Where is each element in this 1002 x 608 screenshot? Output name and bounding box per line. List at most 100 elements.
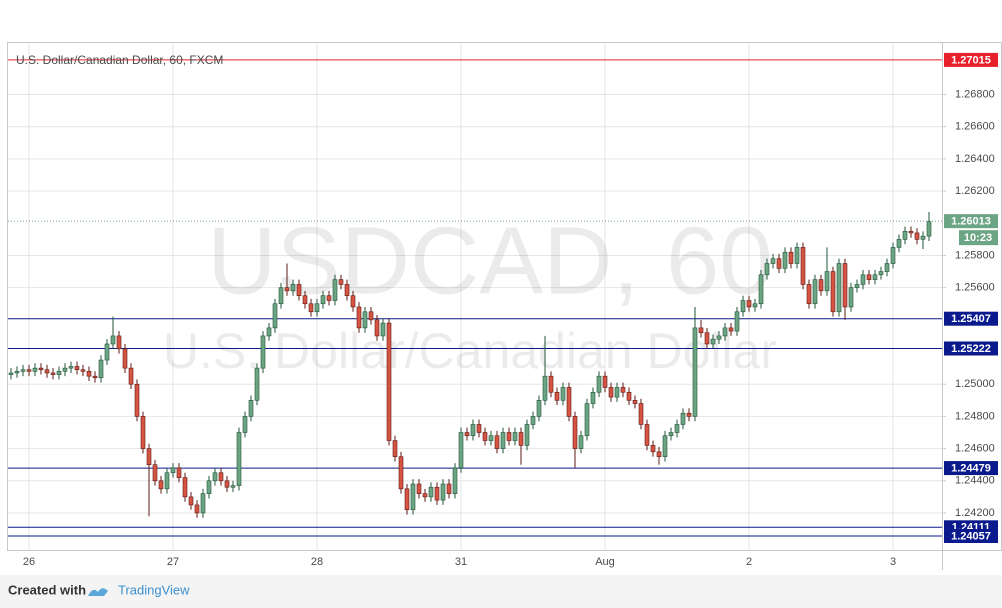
watermark: USDCAD, 60: [207, 207, 773, 314]
candle-body: [158, 480, 164, 490]
level-label: 1.25222: [951, 343, 991, 355]
candle-body: [560, 387, 566, 401]
candle-body: [140, 416, 146, 449]
candle-body: [116, 335, 122, 350]
candle-body: [530, 416, 536, 425]
candle-body: [20, 369, 26, 372]
candle-body: [812, 279, 818, 305]
candle-body: [686, 412, 692, 417]
candle-body: [350, 295, 356, 308]
candle-body: [440, 483, 446, 501]
candle-body: [260, 335, 266, 369]
level-label-box: [944, 341, 998, 356]
candle-body: [194, 504, 200, 514]
candle-body: [128, 367, 134, 385]
candle-body: [632, 400, 638, 404]
candle-body: [434, 486, 440, 501]
candle-body: [428, 486, 434, 498]
candle-body: [536, 400, 542, 417]
candle-body: [752, 303, 758, 308]
y-tick-label: 1.25800: [955, 249, 995, 261]
candle-body: [8, 372, 14, 375]
level-label: 1.25407: [951, 313, 991, 325]
candle-body: [98, 359, 104, 379]
candle-body: [728, 327, 734, 332]
last-price-label: 1.26013: [951, 216, 991, 228]
candle-body: [902, 231, 908, 240]
candle-body: [470, 424, 476, 437]
candle-body: [248, 400, 254, 417]
candle-body: [704, 332, 710, 345]
candle-body: [788, 251, 794, 264]
candle-body: [782, 251, 788, 269]
candle-body: [296, 284, 302, 296]
candle-body: [698, 327, 704, 334]
candle-body: [656, 451, 662, 457]
candle-body: [908, 231, 914, 234]
candle-body: [800, 247, 806, 285]
footer-brand[interactable]: TradingView: [118, 582, 190, 597]
candle-body: [830, 271, 836, 313]
candle-body: [506, 432, 512, 441]
candle-body: [866, 274, 872, 280]
candle-body: [590, 391, 596, 404]
candle-body: [182, 477, 188, 498]
candle-body: [758, 274, 764, 305]
y-tick-label: 1.26600: [955, 121, 995, 133]
countdown: 10:23: [964, 232, 992, 244]
candle-body: [668, 432, 674, 437]
candle-body: [50, 372, 56, 375]
candle-body: [38, 367, 44, 371]
candle-body: [458, 432, 464, 469]
candle-body: [650, 445, 656, 453]
candle-body: [14, 371, 20, 374]
candle-body: [62, 367, 68, 372]
candle-body: [200, 493, 206, 514]
candle-body: [416, 483, 422, 494]
candle-body: [446, 483, 452, 494]
candle-body: [620, 387, 626, 393]
candle-body: [134, 383, 140, 417]
candle-body: [878, 271, 884, 276]
candle-body: [122, 348, 128, 369]
logo-icon: [88, 588, 108, 596]
candle-body: [386, 322, 392, 441]
candle-body: [338, 279, 344, 285]
x-tick-label: 26: [23, 556, 35, 568]
candle-body: [254, 367, 260, 401]
x-tick-label: 2: [746, 556, 752, 568]
candle-body: [764, 263, 770, 276]
candle-body: [272, 303, 278, 329]
candle-body: [374, 319, 380, 337]
candle-body: [302, 295, 308, 305]
candle-body: [734, 311, 740, 332]
candle-body: [392, 440, 398, 457]
candle-body: [320, 295, 326, 305]
candle-body: [860, 274, 866, 285]
candle-body: [368, 311, 374, 321]
candle-body: [74, 366, 80, 371]
candle-body: [638, 403, 644, 425]
candle-body: [362, 311, 368, 329]
candle-body: [566, 387, 572, 417]
candle-body: [554, 391, 560, 401]
candle-body: [674, 424, 680, 433]
level-label: 1.24057: [951, 530, 991, 542]
y-tick-label: 1.25600: [955, 282, 995, 294]
candle-body: [224, 480, 230, 488]
candle-body: [512, 432, 518, 441]
candle-body: [92, 375, 98, 379]
candle-body: [794, 247, 800, 264]
candle-body: [608, 387, 614, 398]
candle-body: [890, 247, 896, 264]
candle-body: [854, 284, 860, 288]
x-tick-label: 3: [890, 556, 896, 568]
candles: [8, 212, 932, 518]
candle-body: [626, 391, 632, 401]
candle-body: [770, 258, 776, 264]
candle-body: [464, 432, 470, 437]
candle-body: [914, 232, 920, 240]
candle-body: [164, 472, 170, 490]
level-label-box: [944, 461, 998, 476]
